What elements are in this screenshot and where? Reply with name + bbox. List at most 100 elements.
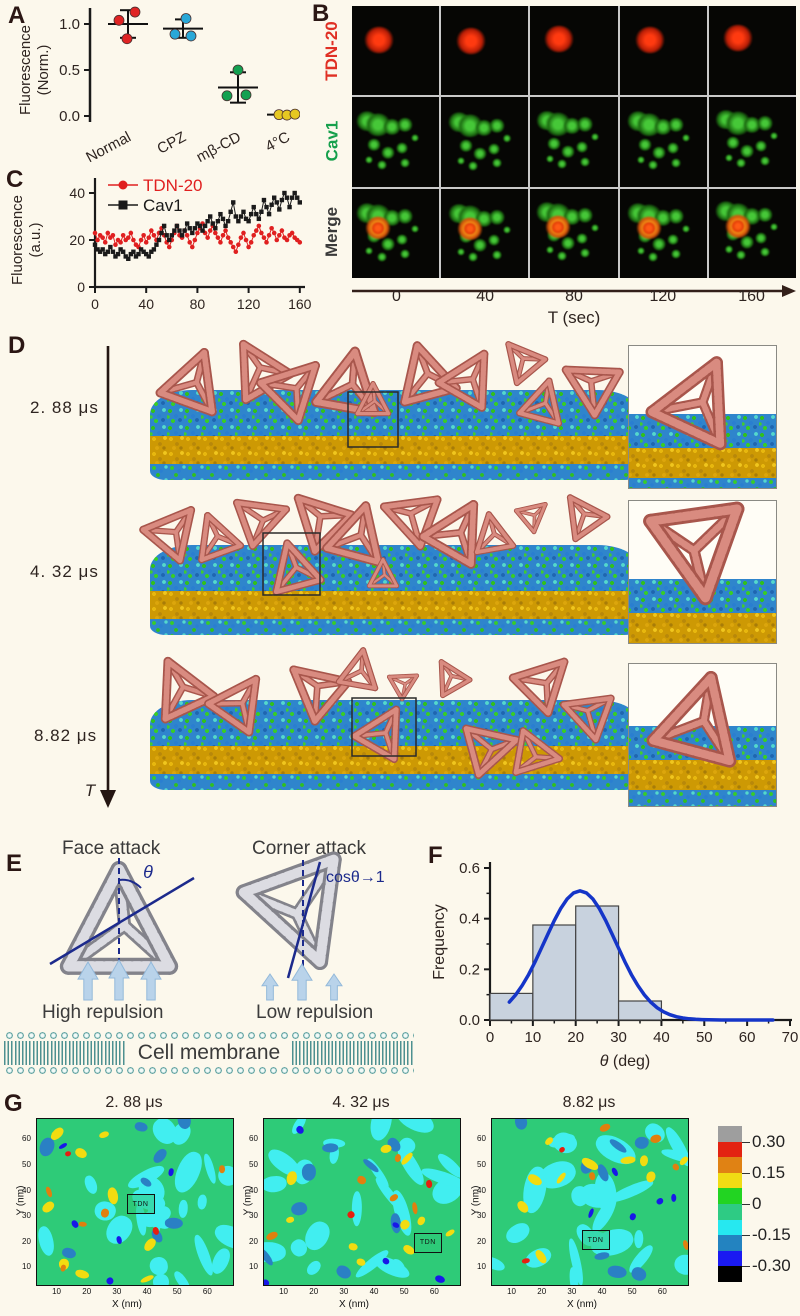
panel-f-xtick: 10 [525,1029,542,1046]
g-xtick: 50 [627,1287,637,1296]
contour-patch [587,1207,595,1219]
panel-e-label: E [6,850,23,877]
colorbar-segment [718,1172,742,1189]
fluorescence-blob [410,133,419,142]
g-xtick: 20 [82,1287,92,1296]
micrograph-cell [530,97,618,187]
panel-b-row-label: Merge [314,187,350,276]
micrograph-cell [352,97,440,187]
g-xtick: 60 [429,1287,439,1296]
contour-title: 4. 32 μs [332,1094,390,1111]
panel-b-xlabel: T (sec) [547,308,601,327]
panel-c-legend-TDN-20: TDN-20 [143,176,203,195]
fluorescence-blob [551,220,566,234]
panel-c-xtick: 40 [138,296,154,312]
colorbar-segment [718,1141,742,1158]
micrograph-cell [619,97,707,187]
fluorescence-blob [472,147,487,160]
fluorescence-blob [736,158,747,168]
fluorescence-blob [666,234,679,245]
fluorescence-blob [488,118,505,134]
micrograph-cell [441,188,529,278]
micrograph-cell [708,6,796,96]
low-repulsion-label: Low repulsion [256,1002,374,1023]
contour-patch [645,1170,657,1183]
row-label-cav1: Cav1 [322,120,342,162]
contour-patch [672,1253,688,1278]
cell-membrane-schematic: Cell membrane [4,1030,414,1076]
panel-f-ytick: 0.2 [459,961,480,978]
fluorescence-blob [474,119,493,136]
g-ytick: 40 [22,1185,31,1195]
panel-c-ylabel: Fluorescence [9,195,26,285]
membrane-tails [629,760,776,790]
fluorescence-blob [724,154,733,162]
fluorescence-blob [736,250,747,260]
membrane-inner-leaflet [150,774,640,790]
fluorescence-blob [580,157,591,167]
membrane-tails [150,591,640,619]
g-ytick: 50 [477,1159,486,1169]
membrane-outer-leaflet [150,545,640,591]
contour-patch [629,1212,637,1222]
panel-c-ytick: 40 [69,185,85,201]
g-xlabel: X (nm) [112,1299,142,1310]
fluorescence-blob [580,248,591,258]
panel-c-line-plot: 0 20 40 0 40 80 120 160 Fluorescence (a.u.) TDN-20… [9,176,312,312]
tdn-position-box: TDN [581,1230,610,1251]
panel-f-ytick: 0.4 [459,911,480,928]
contour-patch [134,1121,149,1134]
membrane-inner-leaflet [629,478,776,488]
g-ytick: 50 [22,1159,31,1169]
contour-patch [650,1133,663,1144]
panel-d: D 2. 88 μs 4. 32 μs 8.82 μs T [0,330,800,838]
membrane-tails [150,436,640,464]
colorbar-label: -0.30 [752,1256,791,1276]
fluorescence-blob [457,157,466,165]
fluorescence-blob [651,146,666,159]
fluorescence-blob [742,116,761,134]
contour-patch [149,1255,169,1276]
panel-f-ytick: 0.0 [459,1012,480,1029]
fluorescence-blob [577,116,594,132]
colorbar [718,1126,742,1282]
fluorescence-blob [488,210,505,225]
colorbar-tick [742,1204,750,1205]
contour-patch [74,1146,89,1160]
micrograph-cell [708,97,796,187]
contour-patch [549,1129,580,1157]
contour-patch [286,1170,299,1186]
contour-patch [167,1167,175,1176]
contour-patch [151,1273,171,1285]
cell-membrane-label: Cell membrane [125,1041,293,1065]
panel-c-ylabel: (a.u.) [27,222,44,257]
fluorescence-blob [647,252,658,262]
membrane-tails [629,613,776,643]
fluorescence-blob [487,143,500,155]
contour-patch [165,1218,184,1229]
g-xtick: 50 [172,1287,182,1296]
fluorescence-blob [671,158,682,168]
fluorescence-blob [383,118,402,135]
contour-patch [301,1163,316,1181]
contour-patch [356,1174,369,1186]
g-xtick: 30 [339,1287,349,1296]
fluorescence-blob [590,224,599,232]
tdn-tetrahedron [235,851,342,971]
contour-patch [513,1119,529,1131]
fluorescence-blob [468,161,479,171]
g-ytick: 10 [477,1262,486,1272]
panel-a-label: A [8,2,26,29]
panel-g-label: G [4,1090,23,1117]
tdn-tetrahedron [566,494,611,543]
panel-c-xtick: 160 [288,296,312,312]
contour-patch [412,1202,419,1215]
panel-f-xtick: 40 [653,1029,670,1046]
micrograph-cell [441,6,529,96]
panel-a-ytick: 0.5 [59,62,80,79]
fluorescence-blob [681,133,690,142]
fluorescence-blob [563,117,582,134]
tdn-tetrahedron [386,673,420,702]
contour-patch [634,1230,644,1249]
